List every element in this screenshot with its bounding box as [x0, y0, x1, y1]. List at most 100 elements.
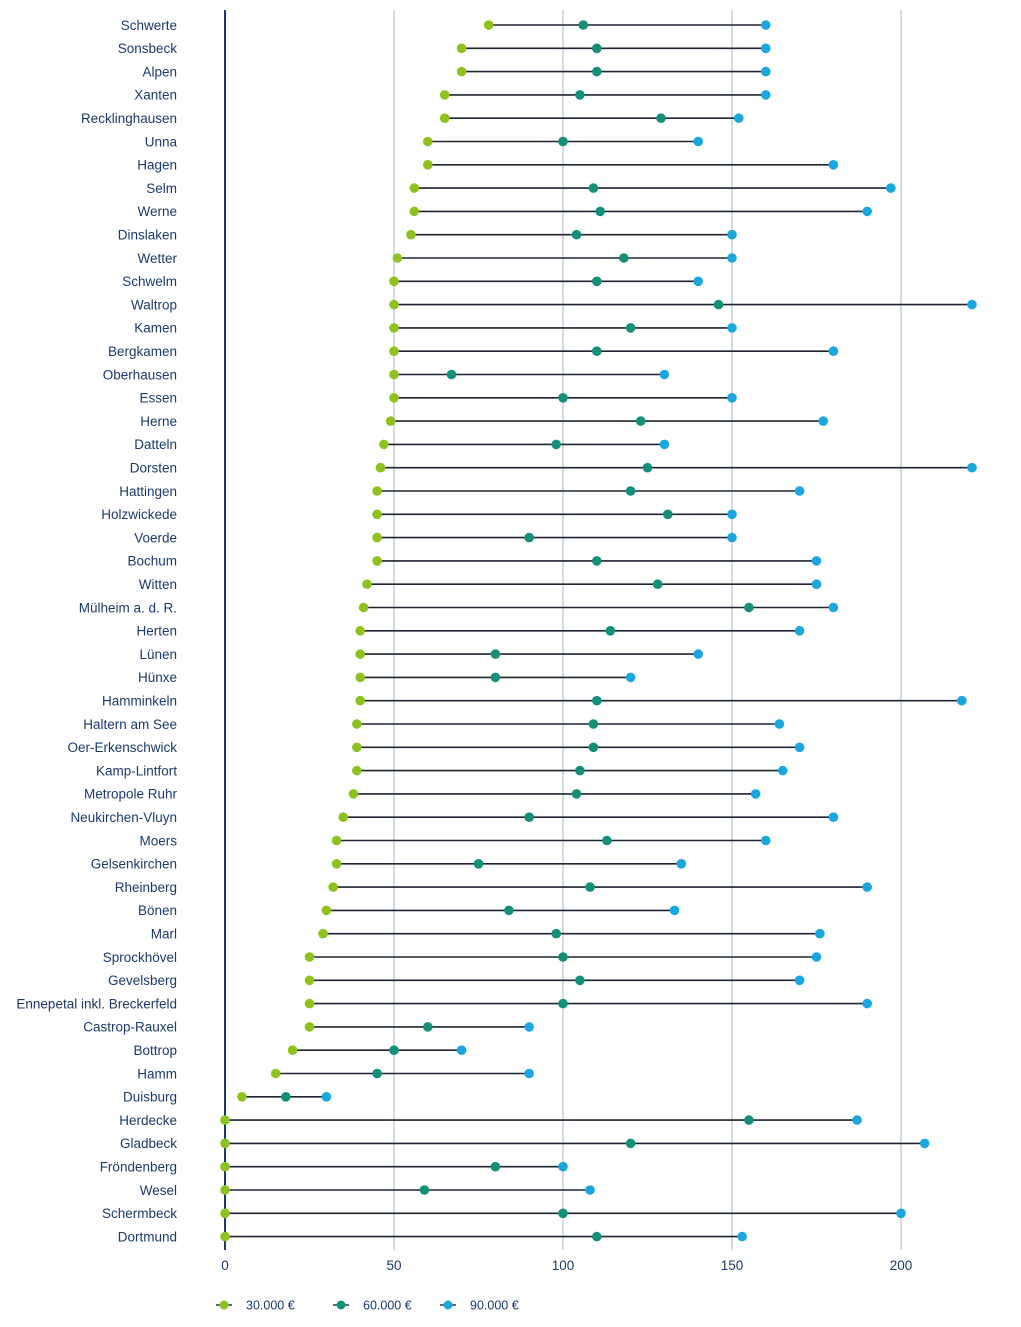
point-30k	[389, 276, 399, 287]
point-90k	[828, 602, 839, 613]
point-60k	[446, 369, 457, 380]
point-60k	[592, 66, 602, 77]
point-60k	[551, 928, 562, 939]
point-30k	[220, 1115, 230, 1125]
legend-marker	[336, 1300, 346, 1310]
point-90k	[886, 183, 896, 193]
point-30k	[331, 835, 342, 846]
point-60k	[575, 90, 585, 100]
point-30k	[352, 742, 362, 753]
point-60k	[642, 462, 653, 473]
category-label: Oer-Erkenschwick	[67, 740, 177, 755]
point-30k	[355, 649, 366, 659]
category-label: Hamm	[137, 1066, 177, 1081]
point-90k	[727, 229, 737, 240]
point-90k	[919, 1138, 930, 1149]
category-label: Xanten	[134, 88, 177, 103]
category-label: Dortmund	[118, 1229, 177, 1244]
category-label: Herne	[140, 414, 177, 429]
point-90k	[862, 206, 872, 217]
category-label: Werne	[137, 204, 177, 219]
category-label: Kamen	[134, 321, 177, 336]
category-label: Haltern am See	[83, 717, 177, 732]
category-label: Moers	[139, 833, 177, 848]
legend-marker	[219, 1300, 229, 1310]
point-90k	[862, 882, 872, 892]
point-30k	[389, 393, 399, 403]
point-60k	[490, 672, 501, 683]
point-30k	[331, 859, 342, 869]
category-label: Hünxe	[138, 670, 177, 685]
point-90k	[727, 323, 737, 333]
category-label: Herten	[136, 624, 177, 639]
point-90k	[828, 346, 839, 357]
point-60k	[558, 136, 568, 147]
category-label: Metropole Ruhr	[84, 787, 178, 802]
point-90k	[957, 695, 967, 706]
category-label: Alpen	[142, 64, 177, 79]
category-label: Duisburg	[123, 1090, 177, 1105]
point-60k	[592, 346, 602, 357]
category-labels: Schwerte Sonsbeck Alpen Xanten Recklinghause…	[16, 18, 177, 1245]
point-90k	[828, 812, 839, 822]
legend-label: 60.000 €	[363, 1299, 412, 1313]
x-tick-label: 50	[386, 1258, 401, 1273]
point-90k	[659, 369, 670, 380]
point-90k	[794, 626, 805, 636]
point-60k	[662, 509, 673, 520]
point-90k	[774, 719, 785, 729]
point-30k	[362, 579, 372, 589]
point-60k	[578, 20, 589, 30]
point-90k	[777, 765, 788, 776]
category-label: Waltrop	[131, 297, 177, 312]
category-label: Hagen	[137, 158, 177, 173]
point-90k	[811, 556, 822, 566]
point-90k	[669, 905, 680, 916]
point-90k	[967, 299, 977, 310]
point-30k	[237, 1092, 247, 1102]
legend-label: 90.000 €	[470, 1299, 519, 1313]
point-30k	[321, 905, 332, 916]
point-90k	[676, 859, 687, 869]
category-label: Voerde	[134, 530, 177, 545]
point-60k	[551, 439, 562, 450]
point-30k	[389, 323, 399, 333]
point-90k	[693, 276, 703, 287]
category-label: Dinslaken	[118, 228, 177, 243]
point-90k	[852, 1115, 862, 1125]
point-30k	[439, 90, 450, 100]
point-90k	[727, 393, 737, 403]
x-tick-label: 0	[221, 1258, 229, 1273]
point-90k	[818, 416, 829, 426]
point-30k	[220, 1138, 230, 1149]
point-30k	[406, 229, 416, 240]
point-90k	[761, 43, 771, 54]
point-60k	[652, 579, 663, 589]
point-90k	[727, 253, 737, 263]
category-label: Recklinghausen	[81, 111, 177, 126]
point-30k	[220, 1161, 230, 1172]
category-label: Kamp-Lintfort	[96, 763, 177, 778]
point-30k	[456, 66, 467, 77]
point-90k	[750, 789, 761, 799]
point-60k	[524, 532, 534, 543]
x-tick-labels: 0 50 100 150 200	[221, 1258, 912, 1273]
point-30k	[355, 626, 366, 636]
category-label: Wesel	[140, 1183, 177, 1198]
category-label: Marl	[151, 927, 177, 942]
point-60k	[490, 1161, 501, 1172]
point-90k	[794, 975, 805, 986]
point-90k	[693, 649, 703, 659]
point-90k	[585, 1185, 595, 1195]
x-tick-label: 100	[552, 1258, 575, 1273]
legend-item: 30.000 €	[216, 1299, 295, 1313]
point-90k	[761, 20, 771, 30]
point-60k	[389, 1045, 399, 1055]
category-label: Castrop-Rauxel	[83, 1020, 177, 1035]
point-30k	[348, 789, 359, 799]
point-90k	[794, 486, 805, 496]
point-60k	[744, 602, 754, 613]
point-30k	[287, 1045, 298, 1055]
category-label: Bochum	[127, 554, 177, 569]
point-30k	[456, 43, 467, 54]
